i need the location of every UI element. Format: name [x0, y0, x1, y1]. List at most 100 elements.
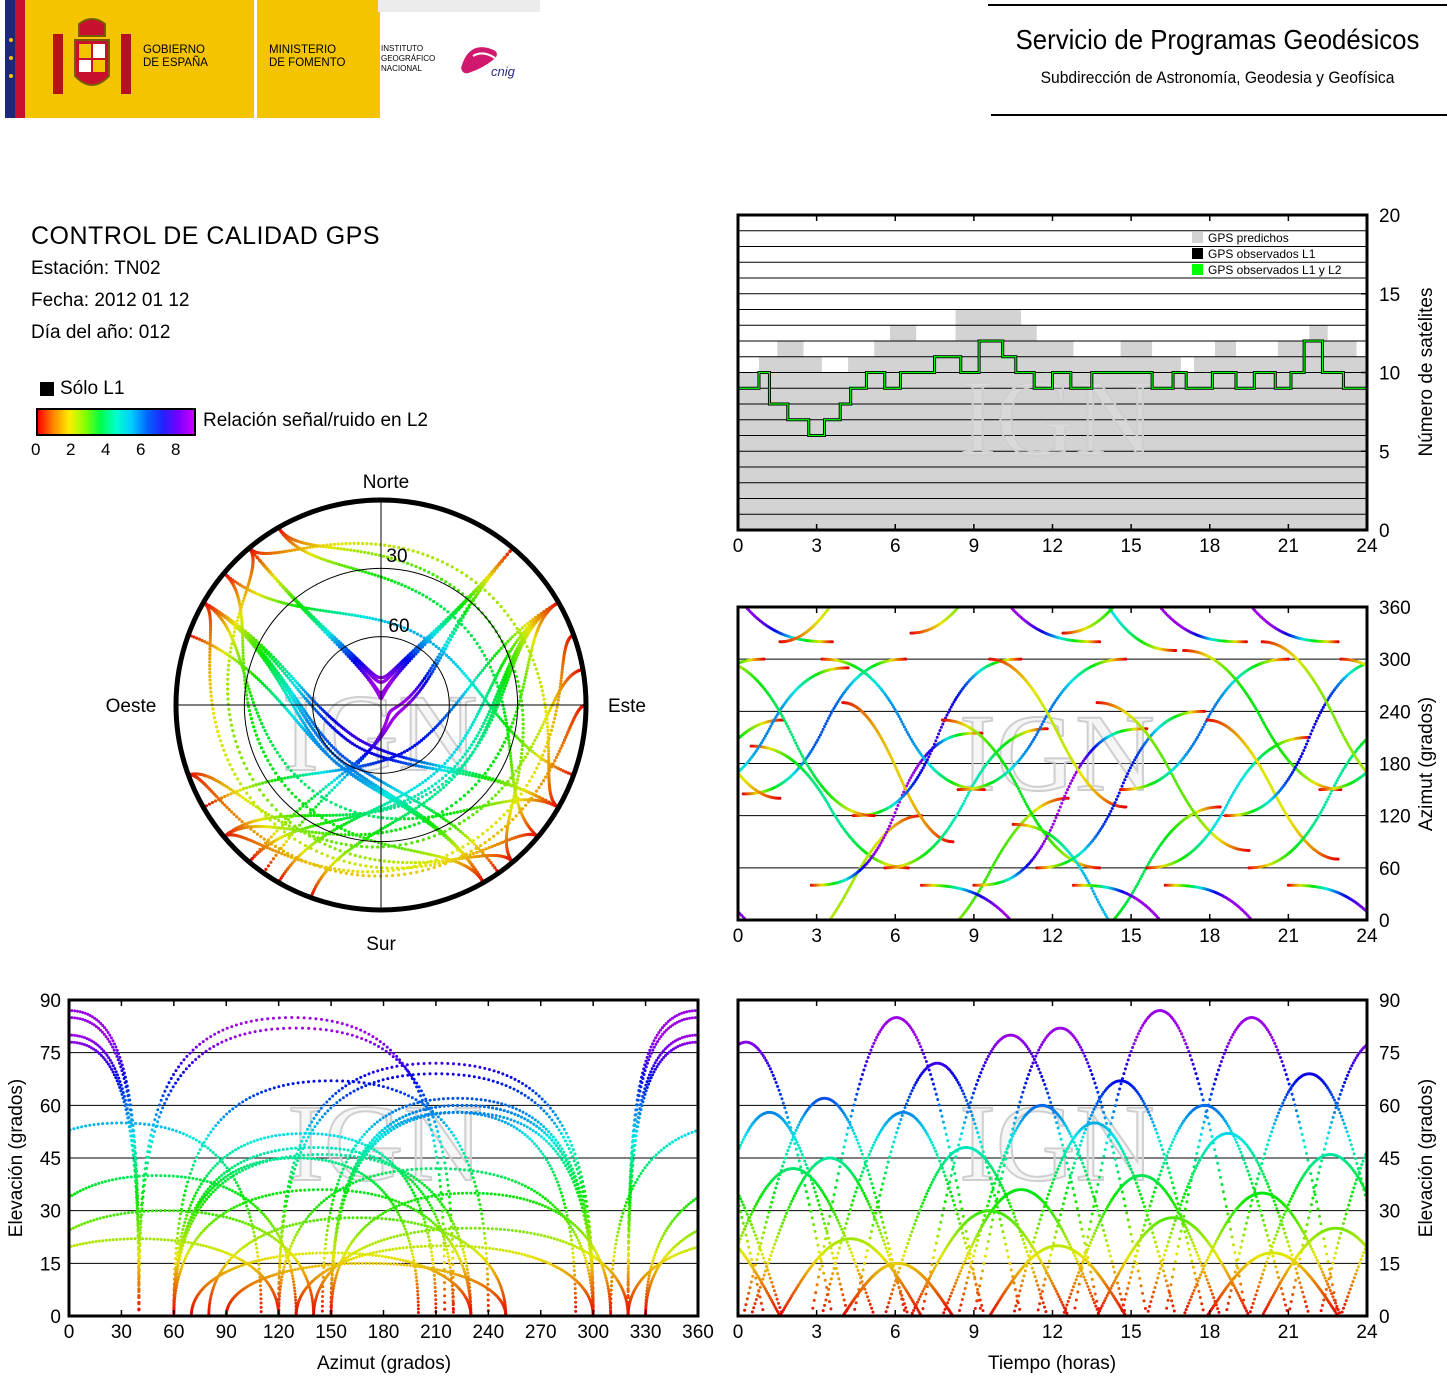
- eaz-point: [191, 1048, 195, 1052]
- eaz-point: [442, 1254, 446, 1258]
- eaz-point: [320, 1299, 324, 1303]
- azt-point: [1203, 709, 1207, 713]
- eaz-point: [293, 1268, 297, 1272]
- eaz-point: [420, 1098, 424, 1102]
- eaz-point: [365, 1130, 369, 1134]
- azt-point: [1203, 722, 1207, 726]
- eaz-point: [169, 1077, 173, 1081]
- eaz-point: [368, 1261, 372, 1265]
- eaz-point: [360, 1261, 364, 1265]
- azt-point: [1048, 828, 1052, 832]
- eaz-point: [233, 1164, 237, 1168]
- eaz-point: [334, 1091, 338, 1095]
- eaz-point: [330, 1160, 334, 1164]
- azt-point: [783, 719, 787, 723]
- gobierno-line1: GOBIERNO: [143, 44, 205, 56]
- eaz-point: [75, 1041, 79, 1045]
- azt-point: [1055, 812, 1059, 816]
- eaz-point: [446, 1061, 450, 1065]
- azt-point: [829, 807, 833, 811]
- eaz-point: [346, 1157, 350, 1161]
- eaz-point: [174, 1069, 178, 1073]
- eaz-point: [395, 1064, 399, 1068]
- eaz-point: [406, 1236, 410, 1240]
- eaz-point: [531, 1129, 535, 1133]
- eaz-point: [207, 1245, 211, 1249]
- eaz-point: [511, 1106, 515, 1110]
- eaz-point: [302, 1156, 306, 1160]
- eaz-point: [216, 1248, 220, 1252]
- eaz-point: [524, 1084, 528, 1088]
- eaz-point: [156, 1237, 160, 1241]
- eaz-point: [405, 1263, 409, 1267]
- eaz-point: [413, 1269, 417, 1273]
- eaz-point: [375, 1120, 379, 1124]
- eaz-point: [378, 1040, 382, 1044]
- eaz-point: [182, 1058, 186, 1062]
- observed-l1-l2-line: [738, 340, 1367, 437]
- eaz-point: [198, 1198, 202, 1202]
- azt-point: [1058, 805, 1062, 809]
- eu-flag-strip: [5, 0, 15, 118]
- eaz-point: [133, 1237, 137, 1241]
- eaz-point: [490, 1113, 494, 1117]
- eaz-point: [340, 1163, 344, 1167]
- eaz-point: [202, 1192, 206, 1196]
- eaz-point: [186, 1241, 190, 1245]
- azt-point: [897, 715, 901, 719]
- eaz-point: [685, 1249, 689, 1253]
- eaz-point: [320, 1017, 324, 1021]
- eaz-point: [498, 1114, 502, 1118]
- azt-point: [787, 727, 791, 731]
- eaz-point: [475, 1097, 479, 1101]
- eaz-point: [370, 1125, 374, 1129]
- eaz-point: [539, 1135, 543, 1139]
- azt-point: [1319, 711, 1323, 715]
- eaz-point: [242, 1159, 246, 1163]
- eaz-point: [470, 1097, 474, 1101]
- azt-point: [1130, 763, 1134, 767]
- eaz-point: [81, 1242, 85, 1246]
- eaz-point: [380, 1068, 384, 1072]
- eaz-point: [116, 1082, 120, 1086]
- eaz-point: [391, 1202, 395, 1206]
- eaz-point: [72, 1040, 76, 1044]
- azt-point: [1109, 809, 1113, 813]
- eaz-point: [539, 1122, 543, 1126]
- azt-point: [912, 771, 916, 775]
- eaz-point: [334, 1147, 338, 1151]
- eaz-point: [325, 1228, 329, 1232]
- azt-point: [980, 731, 984, 735]
- eaz-point: [198, 1042, 202, 1046]
- eaz-point: [427, 1118, 431, 1122]
- eaz-point: [478, 1065, 482, 1069]
- azt-point: [921, 766, 925, 770]
- azt-point: [892, 814, 896, 818]
- eaz-point: [375, 1037, 379, 1041]
- eaz-point: [150, 1128, 154, 1132]
- eaz-point: [302, 1135, 306, 1139]
- azt-point: [848, 885, 852, 889]
- eaz-point: [547, 1142, 551, 1146]
- azt-ytick-label: 240: [1379, 702, 1411, 723]
- eaz-point: [415, 1286, 419, 1290]
- azt-point: [1174, 648, 1178, 652]
- eaz-point: [415, 1282, 419, 1286]
- azt-point: [835, 702, 839, 706]
- count-ytick-label: 5: [1379, 442, 1390, 463]
- eaz-point: [505, 1117, 509, 1121]
- eaz-point: [305, 1127, 309, 1131]
- eaz-point: [463, 1063, 467, 1067]
- count-xtick-label: 18: [1199, 536, 1220, 557]
- eaz-point: [328, 1097, 332, 1101]
- eaz-point: [690, 1247, 694, 1251]
- eaz-point: [527, 1114, 531, 1118]
- eaz-point: [435, 1155, 439, 1159]
- eaz-point: [210, 1246, 214, 1250]
- eaz-point: [542, 1137, 546, 1141]
- azt-point: [1114, 797, 1118, 801]
- eaz-point: [461, 1096, 465, 1100]
- eaz-point: [517, 1079, 521, 1083]
- azt-point: [1121, 781, 1125, 785]
- eaz-point: [172, 1073, 176, 1077]
